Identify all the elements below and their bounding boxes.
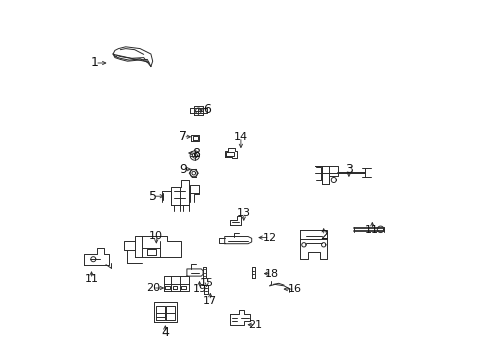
Text: 19: 19 xyxy=(192,284,206,294)
Text: 12: 12 xyxy=(262,233,276,243)
Text: 9: 9 xyxy=(179,163,187,176)
Text: 13: 13 xyxy=(236,208,250,218)
Text: 6: 6 xyxy=(203,103,210,116)
Text: 11: 11 xyxy=(365,225,379,235)
Text: 5: 5 xyxy=(148,190,156,203)
Text: 17: 17 xyxy=(203,296,217,306)
Text: 11: 11 xyxy=(84,274,98,284)
Text: 21: 21 xyxy=(248,320,262,330)
Text: 8: 8 xyxy=(191,147,200,159)
Text: 16: 16 xyxy=(287,284,301,294)
Text: 4: 4 xyxy=(161,327,169,339)
Text: 2: 2 xyxy=(319,229,327,242)
Text: 20: 20 xyxy=(145,283,160,293)
Text: 18: 18 xyxy=(264,269,278,279)
Text: 7: 7 xyxy=(179,130,187,143)
Text: 3: 3 xyxy=(344,163,352,176)
Text: 15: 15 xyxy=(199,278,213,288)
Text: 14: 14 xyxy=(233,132,247,142)
Text: 1: 1 xyxy=(91,57,99,69)
Text: 10: 10 xyxy=(149,231,163,241)
